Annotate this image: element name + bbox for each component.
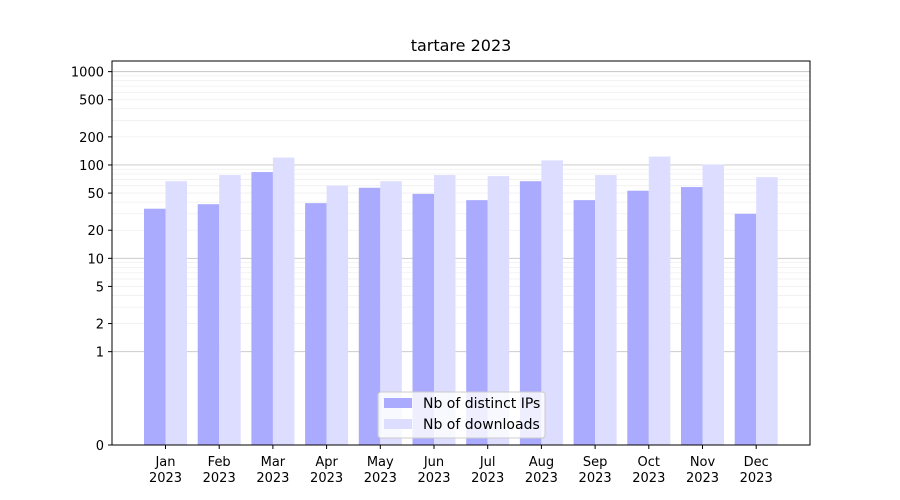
x-tick-label: Aug 2023	[525, 455, 558, 486]
bar-downloads	[326, 185, 349, 445]
y-tick-label: 1000	[71, 66, 104, 81]
bar-downloads	[487, 176, 510, 445]
bar-downloads	[756, 177, 778, 446]
y-tick-label: 0	[96, 439, 104, 454]
x-axis: Jan 2023 Feb 2023 Mar 2023 Apr 2023 May 2023 Jun 20…	[149, 445, 773, 486]
legend-label-distinct-ips: Nb of distinct IPs	[423, 396, 540, 412]
y-tick-label: 50	[87, 187, 104, 202]
y-tick-label: 10	[87, 252, 104, 267]
legend-swatch-downloads	[384, 419, 412, 429]
bar-downloads	[380, 181, 402, 446]
bar-downloads	[272, 157, 295, 446]
legend: Nb of distinct IPs Nb of downloads	[377, 391, 546, 439]
x-tick-label: Oct 2023	[632, 455, 665, 486]
bar-downloads	[219, 175, 241, 445]
bar-distinct-ips	[627, 190, 649, 445]
y-tick-label: 2	[96, 318, 104, 333]
legend-box	[377, 391, 546, 439]
x-tick-label: Jan 2023	[149, 455, 182, 486]
x-tick-label: Feb 2023	[203, 455, 236, 486]
y-tick-label: 200	[79, 131, 104, 146]
x-tick-label: Sep 2023	[579, 455, 612, 486]
bar-distinct-ips	[466, 200, 488, 445]
x-tick-label: Jul 2023	[471, 455, 504, 486]
plot-frame	[111, 60, 811, 446]
y-tick-label: 20	[87, 224, 104, 239]
bar-downloads	[434, 175, 456, 445]
bar-distinct-ips	[358, 187, 381, 445]
bar-downloads	[702, 164, 724, 445]
bar-distinct-ips	[734, 213, 757, 445]
x-tick-label: Mar 2023	[256, 455, 289, 486]
x-tick-label: Jun 2023	[417, 455, 450, 486]
bar-distinct-ips	[251, 172, 273, 445]
y-tick-label: 1	[96, 346, 104, 361]
bar-distinct-ips	[412, 193, 434, 445]
legend-label-downloads: Nb of downloads	[423, 417, 540, 433]
bar-distinct-ips	[305, 203, 327, 445]
bar-downloads	[648, 156, 671, 446]
y-axis: 0 1 2 5 10 20 50 100 200 500 1000	[71, 66, 112, 454]
x-tick-label: Nov 2023	[686, 455, 719, 486]
y-tick-label: 5	[96, 280, 104, 295]
x-tick-label: Dec 2023	[740, 455, 773, 486]
bar-downloads	[541, 160, 563, 445]
bar-distinct-ips	[197, 204, 220, 445]
bar-downloads	[165, 181, 187, 446]
y-tick-label: 500	[79, 94, 104, 109]
bar-distinct-ips	[144, 208, 166, 445]
y-tick-label: 100	[79, 159, 104, 174]
bar-distinct-ips	[681, 187, 703, 445]
bar-distinct-ips	[573, 200, 596, 445]
x-tick-label: May 2023	[364, 455, 397, 486]
bar-downloads	[595, 175, 617, 445]
bar-distinct-ips	[519, 181, 542, 446]
legend-swatch-distinct-ips	[384, 398, 412, 408]
x-tick-label: Apr 2023	[310, 455, 343, 486]
chart-title: tartare 2023	[411, 36, 512, 55]
bars	[144, 156, 778, 446]
